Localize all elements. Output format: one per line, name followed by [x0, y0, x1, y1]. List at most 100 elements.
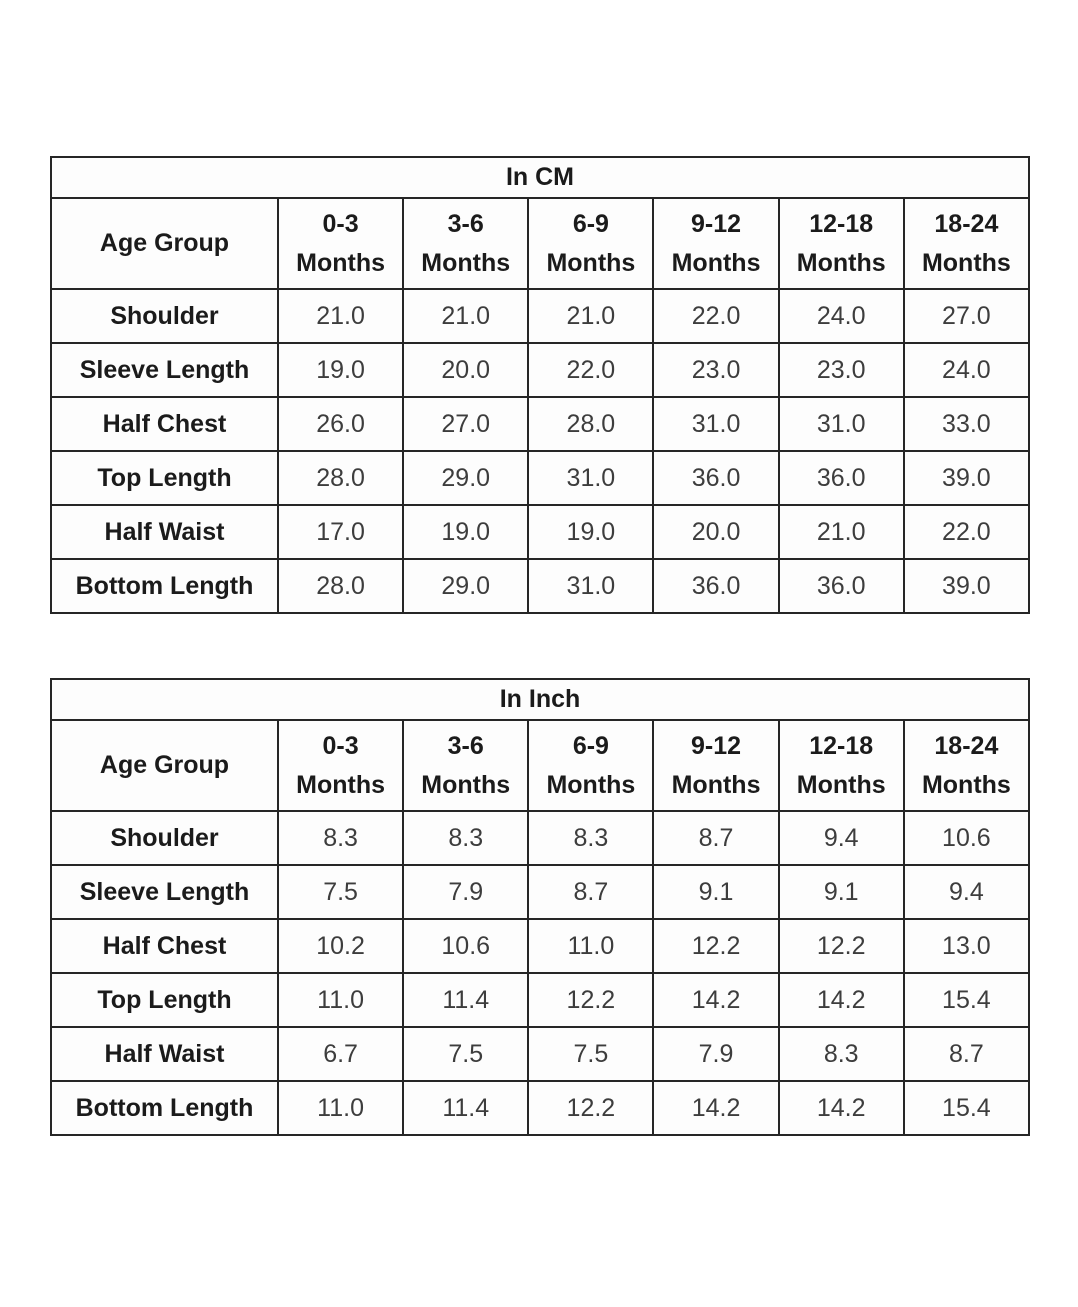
- age-range: 3-6: [447, 209, 484, 238]
- age-unit: Months: [671, 248, 761, 277]
- value-cell: 21.0: [777, 504, 905, 560]
- table-row: Half Waist 17.0 19.0 19.0 20.0 21.0 22.0: [50, 504, 1031, 560]
- age-range: 0-3: [322, 731, 359, 760]
- row-label: Top Length: [50, 972, 279, 1028]
- table-row: Half Chest 26.0 27.0 28.0 31.0 31.0 33.0: [50, 396, 1031, 452]
- column-header: 9-12 Months: [652, 197, 780, 290]
- age-range: 9-12: [691, 209, 742, 238]
- value-cell: 14.2: [777, 972, 905, 1028]
- value-cell: 27.0: [402, 396, 530, 452]
- value-cell: 19.0: [402, 504, 530, 560]
- value-cell: 8.3: [777, 1026, 905, 1082]
- column-header: 12-18 Months: [777, 719, 905, 812]
- value-cell: 36.0: [652, 450, 780, 506]
- age-unit: Months: [546, 770, 636, 799]
- column-header: 6-9 Months: [527, 719, 655, 812]
- row-label: Sleeve Length: [50, 342, 279, 398]
- column-header: 12-18 Months: [777, 197, 905, 290]
- age-group-header: Age Group: [50, 719, 279, 812]
- value-cell: 7.5: [402, 1026, 530, 1082]
- column-header: 3-6 Months: [402, 719, 530, 812]
- table-row: Shoulder 21.0 21.0 21.0 22.0 24.0 27.0: [50, 288, 1031, 344]
- value-cell: 39.0: [902, 558, 1031, 614]
- value-cell: 10.2: [276, 918, 405, 974]
- value-cell: 28.0: [527, 396, 655, 452]
- table-row: Sleeve Length 19.0 20.0 22.0 23.0 23.0 24.0: [50, 342, 1031, 398]
- value-cell: 36.0: [777, 558, 905, 614]
- age-unit: Months: [296, 770, 386, 799]
- value-cell: 19.0: [527, 504, 655, 560]
- age-range: 3-6: [447, 731, 484, 760]
- row-label: Bottom Length: [50, 1080, 279, 1136]
- table-row: Top Length 11.0 11.4 12.2 14.2 14.2 15.4: [50, 972, 1031, 1028]
- row-label: Shoulder: [50, 288, 279, 344]
- column-header: 18-24 Months: [902, 719, 1031, 812]
- value-cell: 17.0: [276, 504, 405, 560]
- value-cell: 7.5: [527, 1026, 655, 1082]
- value-cell: 11.0: [276, 1080, 405, 1136]
- value-cell: 7.5: [276, 864, 405, 920]
- table-row: Shoulder 8.3 8.3 8.3 8.7 9.4 10.6: [50, 810, 1031, 866]
- age-range: 18-24: [934, 209, 999, 238]
- age-unit: Months: [671, 770, 761, 799]
- value-cell: 19.0: [276, 342, 405, 398]
- value-cell: 31.0: [777, 396, 905, 452]
- table-row: Bottom Length 11.0 11.4 12.2 14.2 14.2 15.4: [50, 1080, 1031, 1136]
- row-label: Bottom Length: [50, 558, 279, 614]
- age-unit: Months: [421, 248, 511, 277]
- row-label: Half Chest: [50, 918, 279, 974]
- value-cell: 23.0: [777, 342, 905, 398]
- table-row: Bottom Length 28.0 29.0 31.0 36.0 36.0 39.0: [50, 558, 1031, 614]
- value-cell: 31.0: [527, 558, 655, 614]
- age-unit: Months: [421, 770, 511, 799]
- value-cell: 8.3: [276, 810, 405, 866]
- value-cell: 9.4: [902, 864, 1031, 920]
- column-header: 9-12 Months: [652, 719, 780, 812]
- size-table-cm: In CM Age Group 0-3 Months 3-6 Months 6-9 Month…: [50, 156, 1031, 614]
- value-cell: 6.7: [276, 1026, 405, 1082]
- age-range: 6-9: [572, 731, 609, 760]
- value-cell: 15.4: [902, 1080, 1031, 1136]
- value-cell: 9.4: [777, 810, 905, 866]
- value-cell: 8.7: [902, 1026, 1031, 1082]
- table-row: Top Length 28.0 29.0 31.0 36.0 36.0 39.0: [50, 450, 1031, 506]
- value-cell: 29.0: [402, 558, 530, 614]
- age-range: 12-18: [809, 209, 874, 238]
- value-cell: 39.0: [902, 450, 1031, 506]
- value-cell: 27.0: [902, 288, 1031, 344]
- age-range: 12-18: [809, 731, 874, 760]
- value-cell: 12.2: [777, 918, 905, 974]
- row-label: Shoulder: [50, 810, 279, 866]
- value-cell: 10.6: [402, 918, 530, 974]
- table-title-row: In CM: [50, 156, 1030, 199]
- age-unit: Months: [796, 248, 886, 277]
- table-header-row: Age Group 0-3 Months 3-6 Months 6-9 Months 9-12…: [50, 719, 1031, 812]
- value-cell: 12.2: [527, 1080, 655, 1136]
- value-cell: 22.0: [527, 342, 655, 398]
- value-cell: 7.9: [652, 1026, 780, 1082]
- value-cell: 31.0: [652, 396, 780, 452]
- value-cell: 8.7: [652, 810, 780, 866]
- age-unit: Months: [921, 248, 1011, 277]
- value-cell: 14.2: [652, 1080, 780, 1136]
- value-cell: 20.0: [402, 342, 530, 398]
- value-cell: 11.4: [402, 972, 530, 1028]
- table-title: In CM: [50, 156, 1030, 199]
- value-cell: 8.3: [527, 810, 655, 866]
- age-range: 9-12: [691, 731, 742, 760]
- value-cell: 8.3: [402, 810, 530, 866]
- table-title: In Inch: [50, 678, 1030, 721]
- value-cell: 14.2: [777, 1080, 905, 1136]
- row-label: Half Waist: [50, 1026, 279, 1082]
- value-cell: 9.1: [652, 864, 780, 920]
- row-label: Half Waist: [50, 504, 279, 560]
- value-cell: 20.0: [652, 504, 780, 560]
- age-group-header: Age Group: [50, 197, 279, 290]
- row-label: Sleeve Length: [50, 864, 279, 920]
- value-cell: 22.0: [652, 288, 780, 344]
- age-range: 18-24: [934, 731, 999, 760]
- value-cell: 21.0: [276, 288, 405, 344]
- value-cell: 13.0: [902, 918, 1031, 974]
- row-label: Half Chest: [50, 396, 279, 452]
